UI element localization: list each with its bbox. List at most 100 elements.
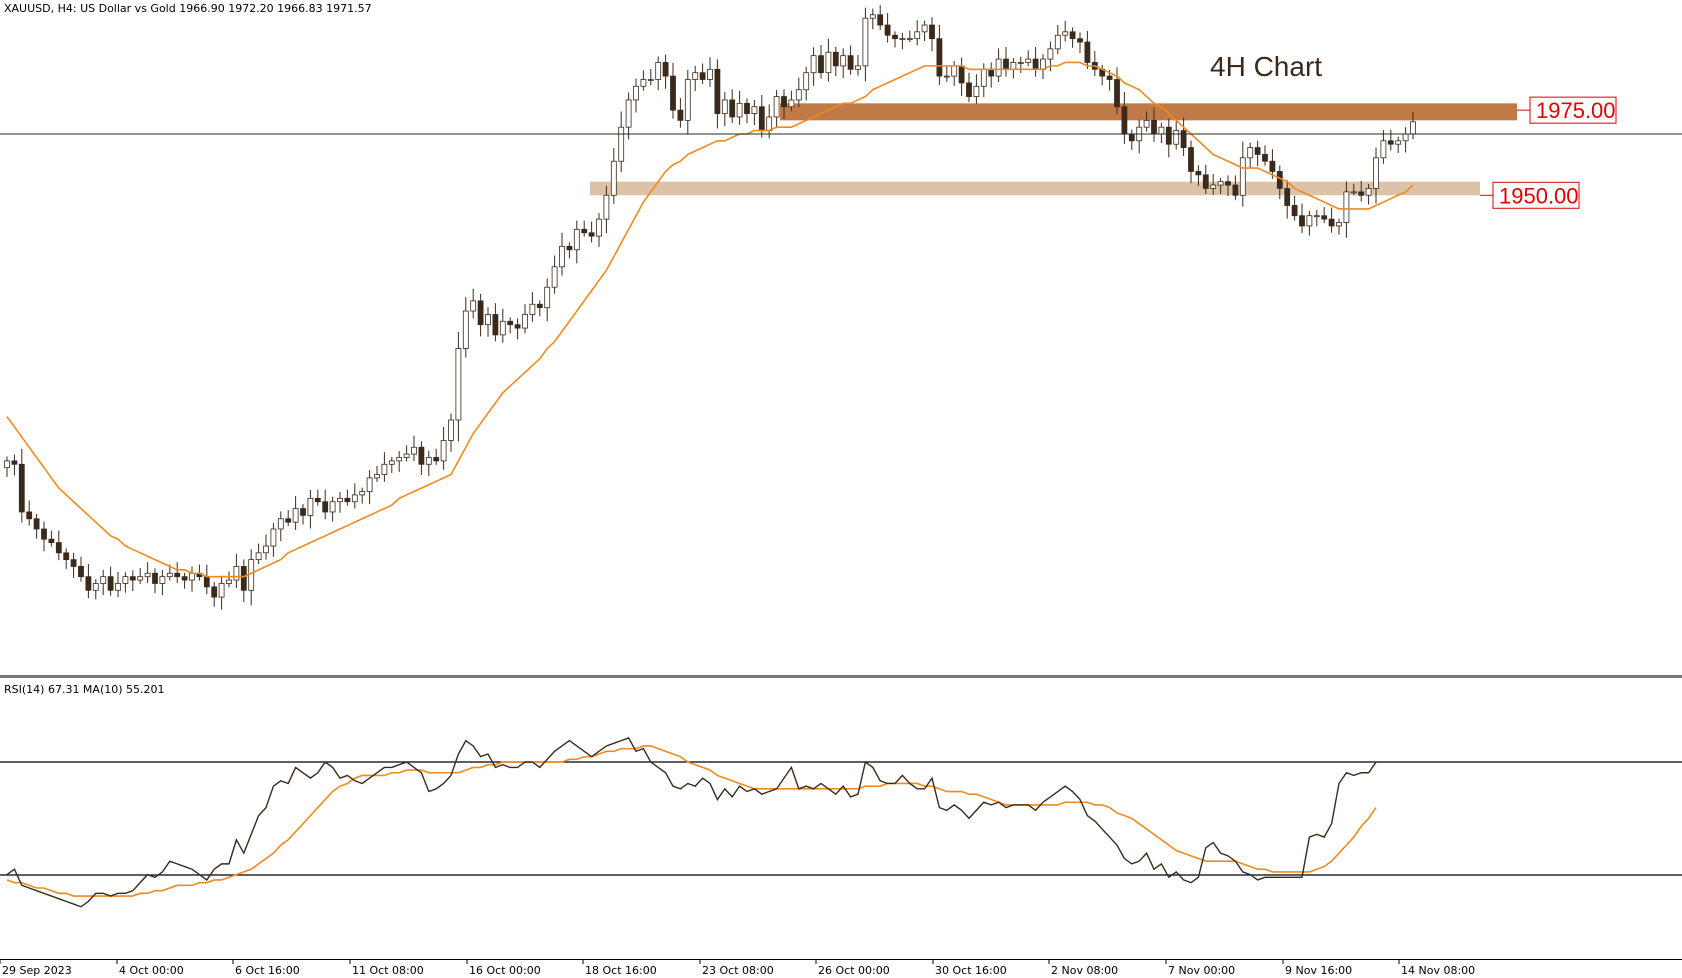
candle: [670, 62, 676, 119]
candle-body-down: [33, 518, 40, 530]
candle: [374, 465, 380, 482]
candle-body-up: [788, 99, 795, 108]
x-tick-label: 2 Nov 08:00: [1051, 964, 1118, 977]
candle-body-up: [366, 477, 373, 492]
rsi-pane: [0, 761, 1682, 876]
candle-body-up: [411, 446, 417, 455]
candle: [995, 48, 1002, 83]
x-tick-label: 6 Oct 16:00: [235, 964, 300, 977]
candle-body-down: [966, 82, 972, 97]
candle: [1062, 20, 1069, 42]
candle: [1025, 50, 1032, 67]
candle-body-up: [485, 314, 491, 326]
candle-body-up: [115, 583, 121, 591]
candle: [344, 489, 351, 506]
candle-body-up: [189, 572, 195, 581]
candle-body-up: [255, 552, 262, 561]
candle-body-up: [277, 518, 284, 530]
candle: [337, 492, 343, 513]
candle-body-up: [292, 508, 299, 523]
candle-body-down: [588, 232, 595, 237]
candle: [462, 297, 469, 358]
candle: [1247, 142, 1254, 168]
candle-body-up: [951, 65, 958, 77]
candle-body-up: [388, 460, 395, 465]
candle: [655, 56, 662, 91]
candle-body-down: [11, 460, 18, 465]
candle: [4, 456, 10, 477]
candle-body-up: [233, 566, 240, 581]
candle: [277, 511, 284, 542]
candle-body-up: [803, 72, 810, 91]
candle: [240, 559, 247, 603]
candle-body-down: [536, 303, 543, 309]
candle-body-down: [63, 552, 70, 561]
candle: [499, 308, 506, 343]
candle: [403, 445, 410, 462]
candle-body-up: [551, 266, 558, 288]
candle: [825, 38, 832, 82]
candle: [921, 20, 928, 42]
candle-body-down: [1276, 171, 1283, 189]
x-tick-label: 18 Oct 16:00: [585, 964, 657, 977]
candle: [485, 307, 491, 337]
candle-body-up: [529, 303, 536, 315]
candle: [433, 448, 440, 465]
candle-body-down: [181, 576, 188, 581]
candle-body-up: [825, 51, 832, 74]
candle: [448, 413, 454, 452]
candle-body-up: [470, 300, 477, 312]
candle-body-down: [670, 75, 676, 111]
candle-body-down: [758, 106, 765, 131]
candle-body-up: [773, 96, 780, 118]
candle-body-up: [248, 559, 255, 591]
candle: [855, 54, 861, 76]
candle-body-down: [18, 463, 25, 513]
candle: [1165, 118, 1172, 158]
candle-body-down: [1128, 133, 1135, 142]
rsi-lines: [6, 737, 1377, 908]
candle: [514, 318, 521, 340]
candle: [1254, 140, 1261, 166]
candle-body-up: [122, 576, 129, 584]
candle: [588, 221, 595, 243]
candle-body-up: [1010, 62, 1017, 70]
candle: [1328, 207, 1335, 233]
candle-body-down: [781, 96, 787, 108]
candle: [226, 571, 232, 588]
candle: [322, 489, 329, 520]
candle-body-up: [1410, 121, 1416, 135]
candle: [1306, 210, 1313, 236]
candle: [33, 513, 40, 539]
candle-body-down: [988, 68, 995, 77]
candle: [144, 562, 151, 583]
candle: [492, 303, 499, 342]
candle-body-up: [980, 68, 987, 87]
candle: [803, 66, 810, 101]
candle-body-up: [100, 576, 107, 584]
candle: [818, 44, 824, 79]
candle-body-down: [1165, 126, 1172, 145]
candle-body-up: [396, 457, 403, 462]
candle-body-up: [1054, 34, 1061, 50]
candle-body-down: [1121, 106, 1128, 135]
candle-body-up: [618, 126, 625, 162]
candles-layer: [4, 5, 1416, 610]
candle-body-up: [1395, 140, 1402, 145]
candle-body-down: [314, 497, 321, 503]
candle: [721, 92, 728, 127]
candle-body-up: [1025, 58, 1032, 63]
candle-body-up: [1173, 130, 1180, 145]
level-label-1975.00: 1975.00: [1536, 98, 1616, 123]
candle-body-down: [1225, 181, 1231, 186]
candle-body-down: [1195, 171, 1202, 176]
candle-body-down: [492, 314, 499, 336]
candle: [795, 77, 802, 108]
candle: [307, 489, 314, 529]
candle-body-down: [240, 566, 247, 591]
candle-body-up: [1313, 215, 1320, 218]
x-tick-label: 9 Nov 16:00: [1285, 964, 1352, 977]
candle: [1069, 27, 1076, 48]
candle-body-up: [692, 72, 699, 80]
candle-body-up: [610, 160, 617, 196]
